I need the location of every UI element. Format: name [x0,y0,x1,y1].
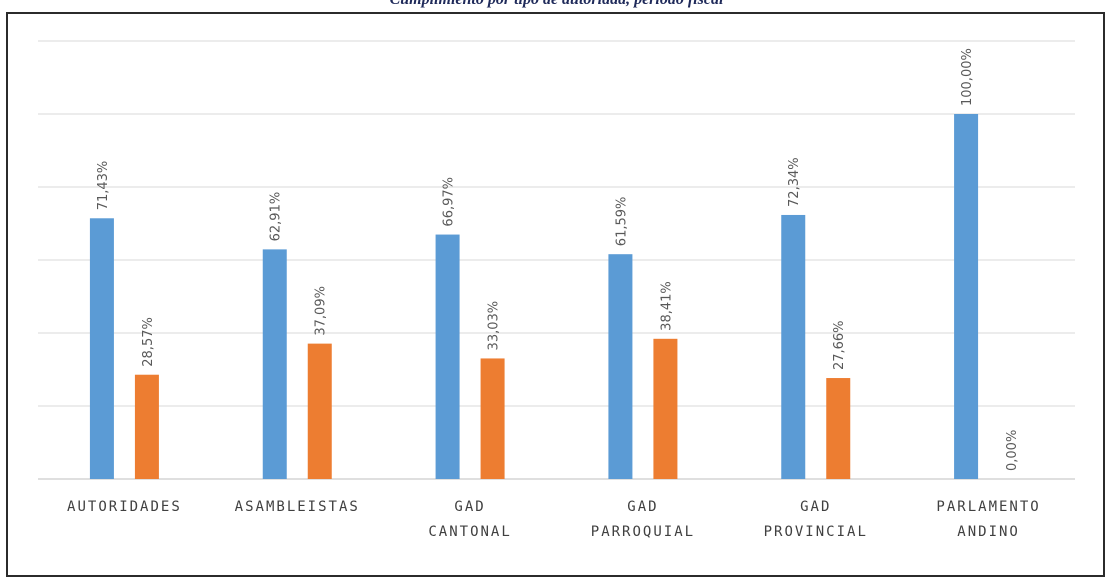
bars [89,114,979,480]
category-label: ASAMBLEISTAS [235,499,360,515]
category-labels: AUTORIDADES ASAMBLEISTAS GAD CANTONAL GAD PAR… [67,499,1040,540]
category-label: CANTONAL [428,524,511,540]
data-label: 37,09% [314,286,329,336]
data-label: 71,43% [96,161,111,211]
bar [608,254,633,479]
bar [89,218,114,479]
data-label: 38,41% [659,281,674,331]
category-label: GAD [627,499,658,515]
data-label: 62,91% [269,192,284,242]
data-label: 27,66% [832,320,847,370]
data-label: 28,57% [141,317,156,367]
data-label: 0,00% [1005,430,1020,471]
category-label: PROVINCIAL [764,524,868,540]
data-label: 72,34% [787,157,802,207]
bar [653,338,678,479]
category-label: GAD [800,499,831,515]
bar [307,343,332,479]
bar [781,214,806,480]
category-label: GAD [454,499,485,515]
data-label: 33,03% [487,301,502,351]
bar [134,374,159,479]
data-label: 100,00% [960,48,975,106]
data-label: 61,59% [614,197,629,247]
data-labels: 71,43% 28,57% 62,91% 37,09% 66,97% 33,03% 61,5… [96,48,1020,471]
bar [480,358,505,479]
bar [826,378,851,479]
chart-frame [6,12,1105,577]
category-label: AUTORIDADES [67,499,182,515]
data-label: 66,97% [442,177,457,227]
bar [954,114,979,479]
bar [435,234,460,479]
bar [262,249,287,479]
category-label: PARROQUIAL [591,524,695,540]
chart-title: Cumplimiento por tipo de autoridad, perí… [0,0,1113,9]
gridlines [38,40,1075,480]
category-label: ANDINO [957,524,1020,540]
category-label: PARLAMENTO [936,499,1040,515]
